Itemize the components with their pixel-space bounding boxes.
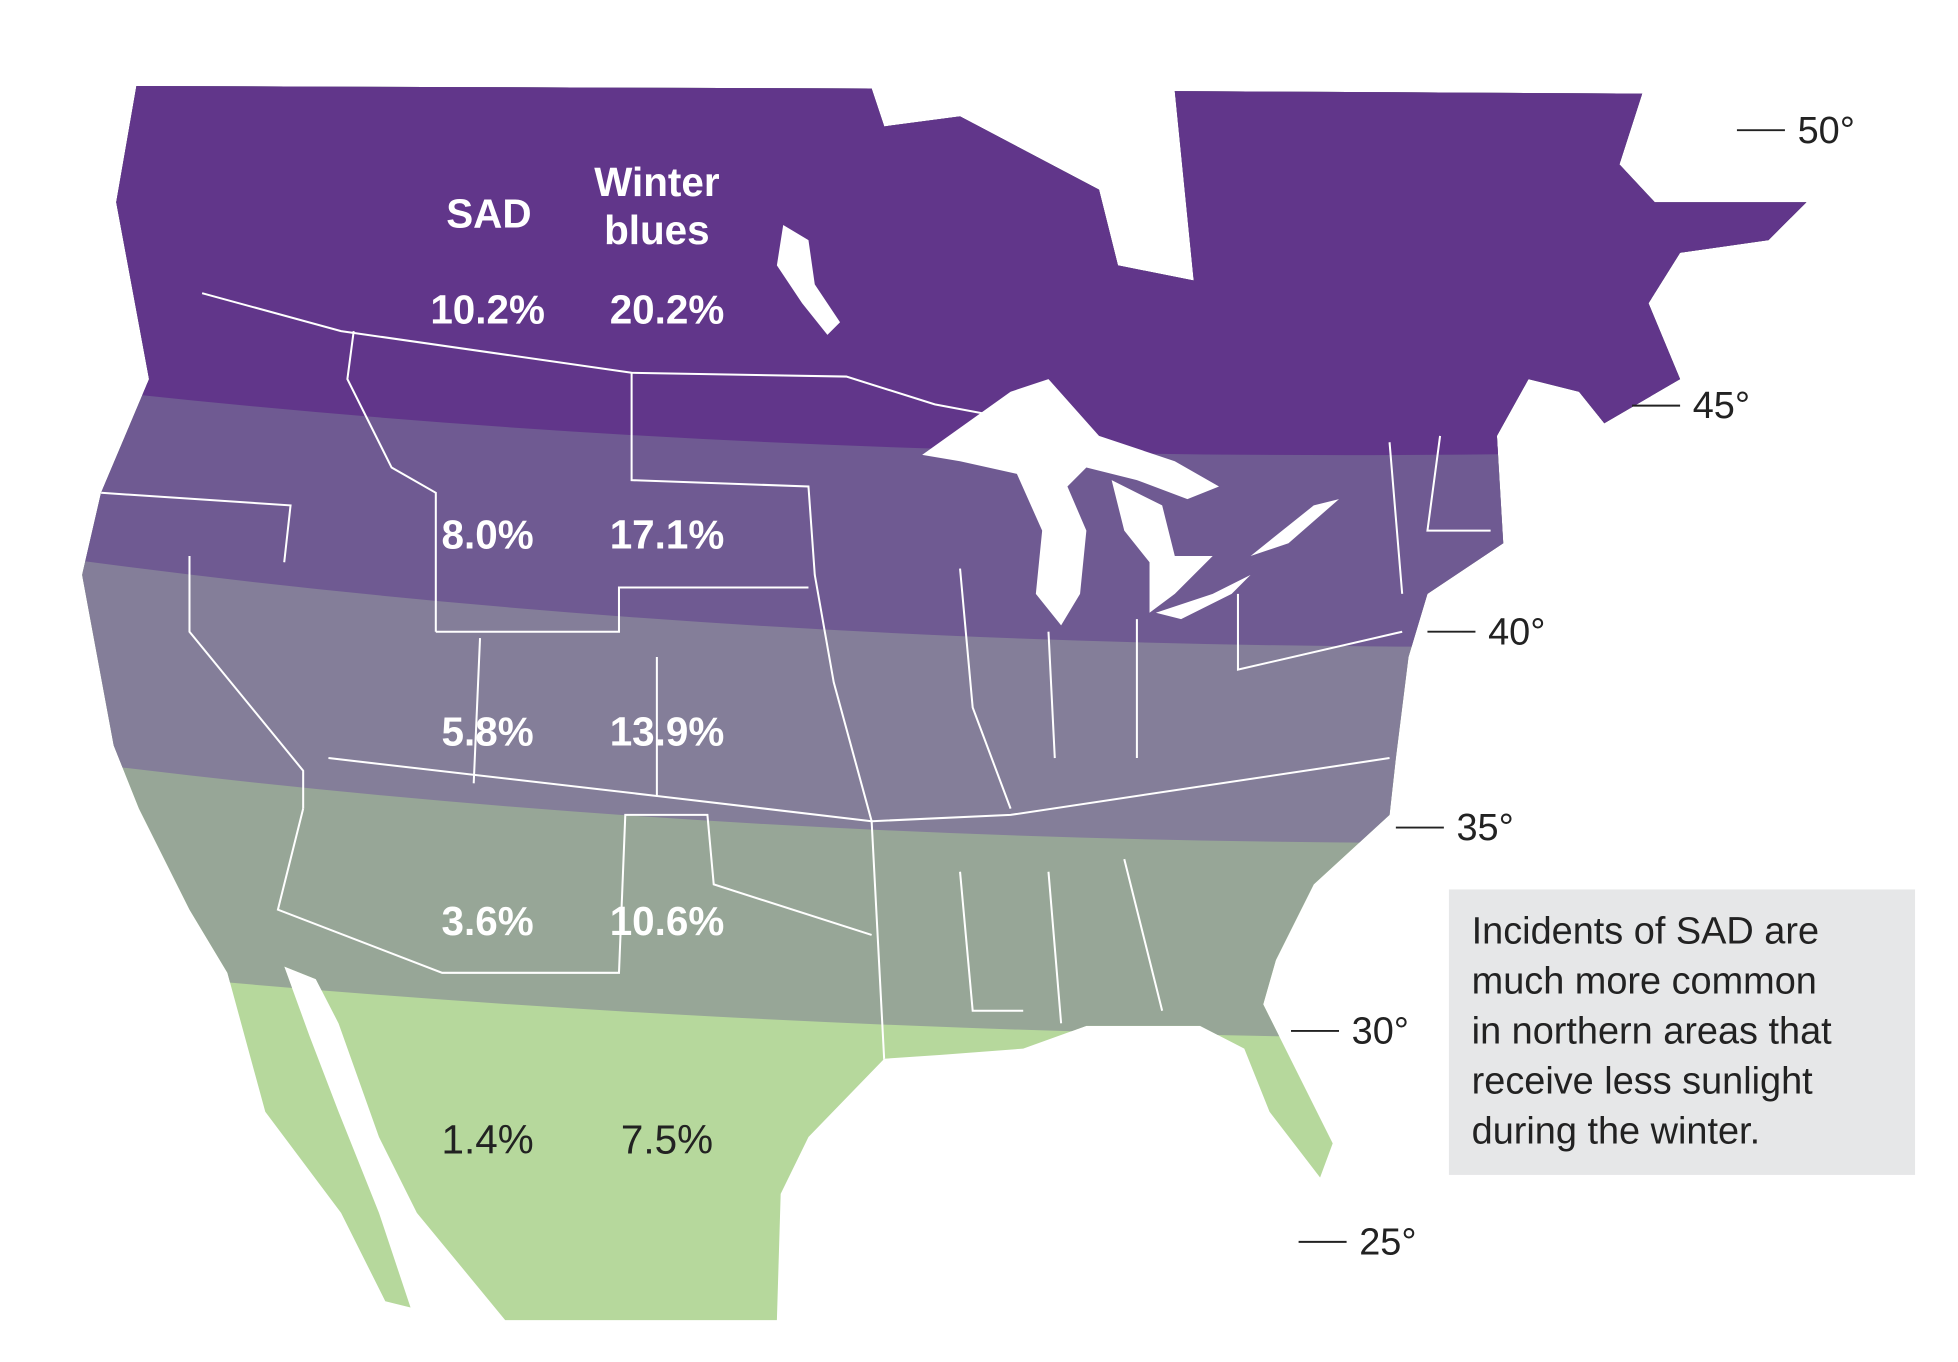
lakes	[776, 224, 1340, 626]
column-header: Winter	[594, 159, 720, 205]
latitude-label: 30°	[1352, 1011, 1409, 1053]
winter-blues-value: 17.1%	[610, 511, 725, 557]
sad-value: 3.6%	[442, 898, 534, 944]
latitude-label: 50°	[1798, 110, 1855, 152]
note-line: much more common	[1472, 961, 1817, 1003]
latitude-label: 40°	[1488, 611, 1545, 653]
sad-value: 8.0%	[442, 511, 534, 557]
winter-blues-value: 13.9%	[610, 708, 725, 754]
sad-value: 1.4%	[442, 1116, 534, 1162]
winter-blues-value: 7.5%	[621, 1116, 713, 1162]
sad-value: 10.2%	[430, 287, 545, 333]
latitude-label: 25°	[1359, 1222, 1416, 1264]
winter-blues-value: 10.6%	[610, 898, 725, 944]
labels: SAD Winter blues	[446, 159, 720, 253]
winter-blues-value: 20.2%	[610, 287, 725, 333]
band-1	[82, 86, 1807, 456]
note-box	[1448, 889, 1916, 1175]
column-header: SAD	[446, 191, 531, 237]
column-header: blues	[604, 207, 710, 253]
note-line: receive less sunlight	[1472, 1060, 1814, 1102]
latitude-label: 35°	[1456, 807, 1513, 849]
note-line: in northern areas that	[1472, 1011, 1833, 1053]
note-line: Incidents of SAD are	[1472, 911, 1819, 953]
borders	[100, 292, 1491, 1062]
latitude-label: 45°	[1693, 385, 1750, 427]
note-line: during the winter.	[1472, 1110, 1760, 1152]
sad-value: 5.8%	[442, 708, 534, 754]
